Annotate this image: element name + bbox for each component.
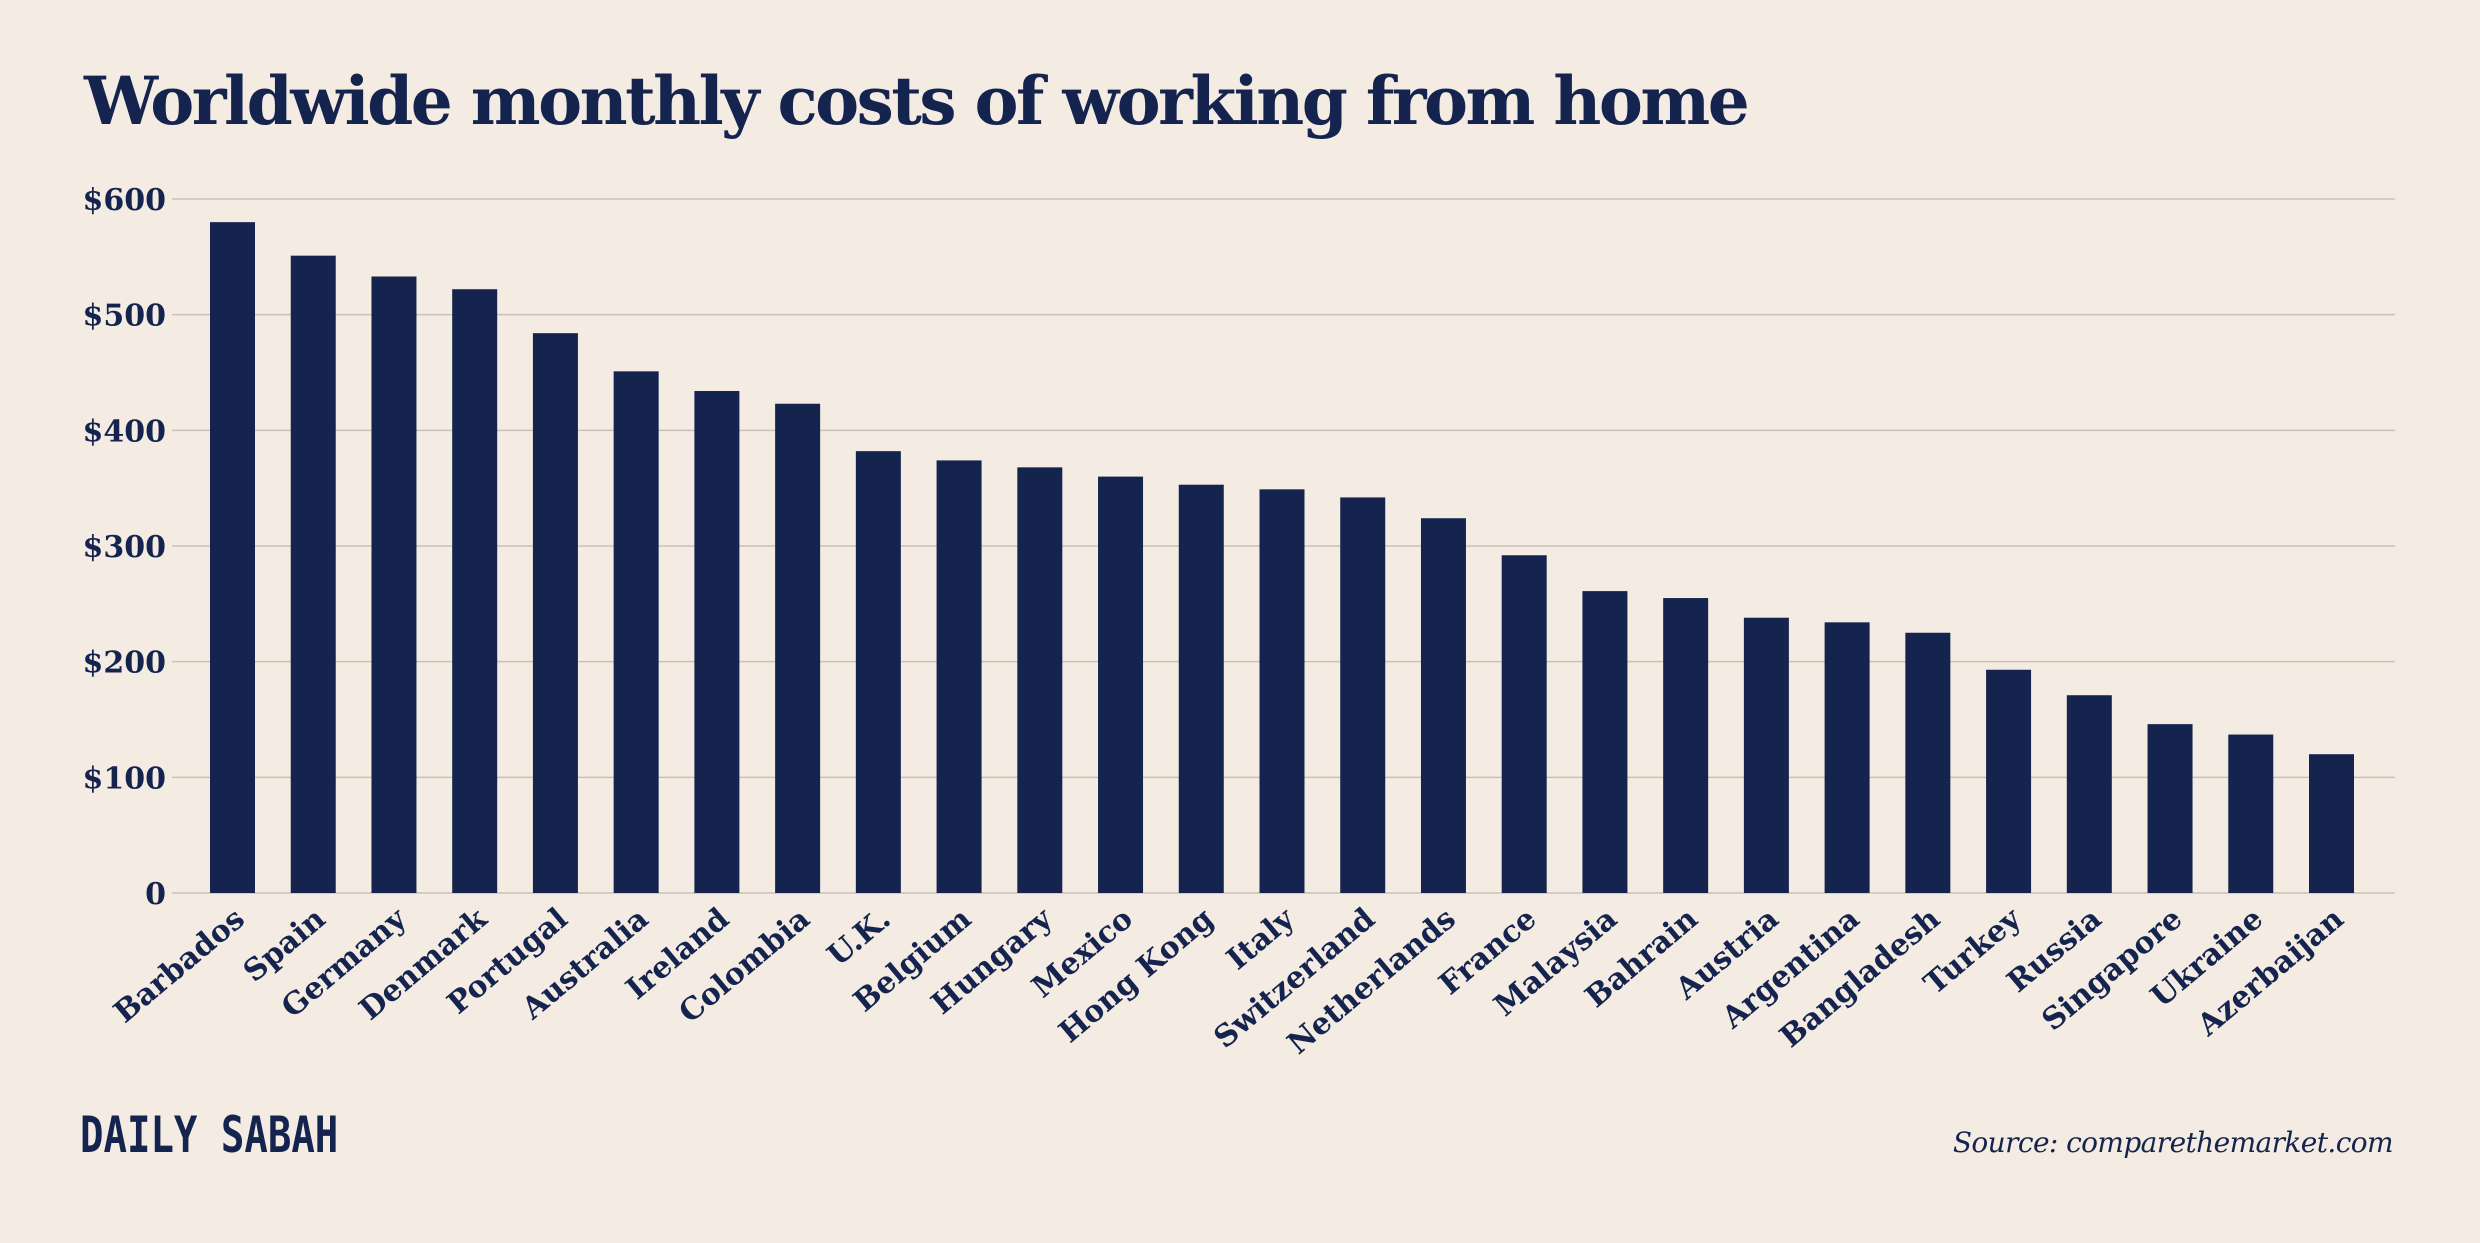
bar-bahrain: [1663, 598, 1709, 893]
bar-malaysia: [1582, 591, 1628, 893]
y-tick-label: 0: [145, 877, 166, 912]
bar-denmark: [452, 289, 498, 894]
bar-bangladesh: [1905, 632, 1951, 893]
y-tick-label: $200: [83, 646, 167, 681]
bar-u-k: [855, 451, 901, 893]
bar-italy: [1259, 489, 1305, 893]
bar-austria: [1743, 617, 1789, 893]
y-tick-label: $500: [83, 299, 167, 334]
brand-logo: DAILY SABAH: [80, 1106, 339, 1164]
source-note: Source: comparethemarket.com: [1952, 1126, 2394, 1159]
y-tick-label: $300: [83, 530, 167, 565]
bar-singapore: [2147, 724, 2193, 893]
bar-turkey: [1986, 669, 2032, 893]
bar-portugal: [532, 333, 578, 893]
bar-france: [1501, 555, 1547, 893]
bar-argentina: [1824, 622, 1870, 893]
x-tick-label: Barbados: [107, 901, 251, 1030]
bar-netherlands: [1420, 518, 1466, 893]
y-tick-label: $400: [83, 414, 167, 449]
bars: [210, 222, 2354, 894]
bar-switzerland: [1340, 497, 1386, 893]
bar-colombia: [775, 403, 821, 893]
x-axis-ticks: BarbadosSpainGermanyDenmarkPortugalAustr…: [107, 900, 2350, 1061]
bar-australia: [613, 371, 659, 893]
bar-barbados: [210, 222, 255, 894]
bar-russia: [2066, 695, 2112, 893]
chart-title: Worldwide monthly costs of working from …: [84, 62, 1750, 140]
bar-belgium: [936, 460, 982, 893]
bar-azerbaijan: [2309, 754, 2354, 893]
y-axis-ticks: 0 $100 $200 $300 $400 $500 $600: [83, 183, 167, 912]
bar-hong-kong: [1178, 484, 1224, 893]
bar-germany: [371, 276, 417, 893]
bar-hungary: [1017, 467, 1063, 893]
bar-ukraine: [2228, 734, 2274, 893]
bar-ireland: [694, 391, 740, 893]
bar-mexico: [1098, 476, 1144, 893]
y-tick-label: $600: [83, 183, 167, 218]
bar-spain: [290, 255, 336, 894]
y-tick-label: $100: [83, 761, 167, 796]
